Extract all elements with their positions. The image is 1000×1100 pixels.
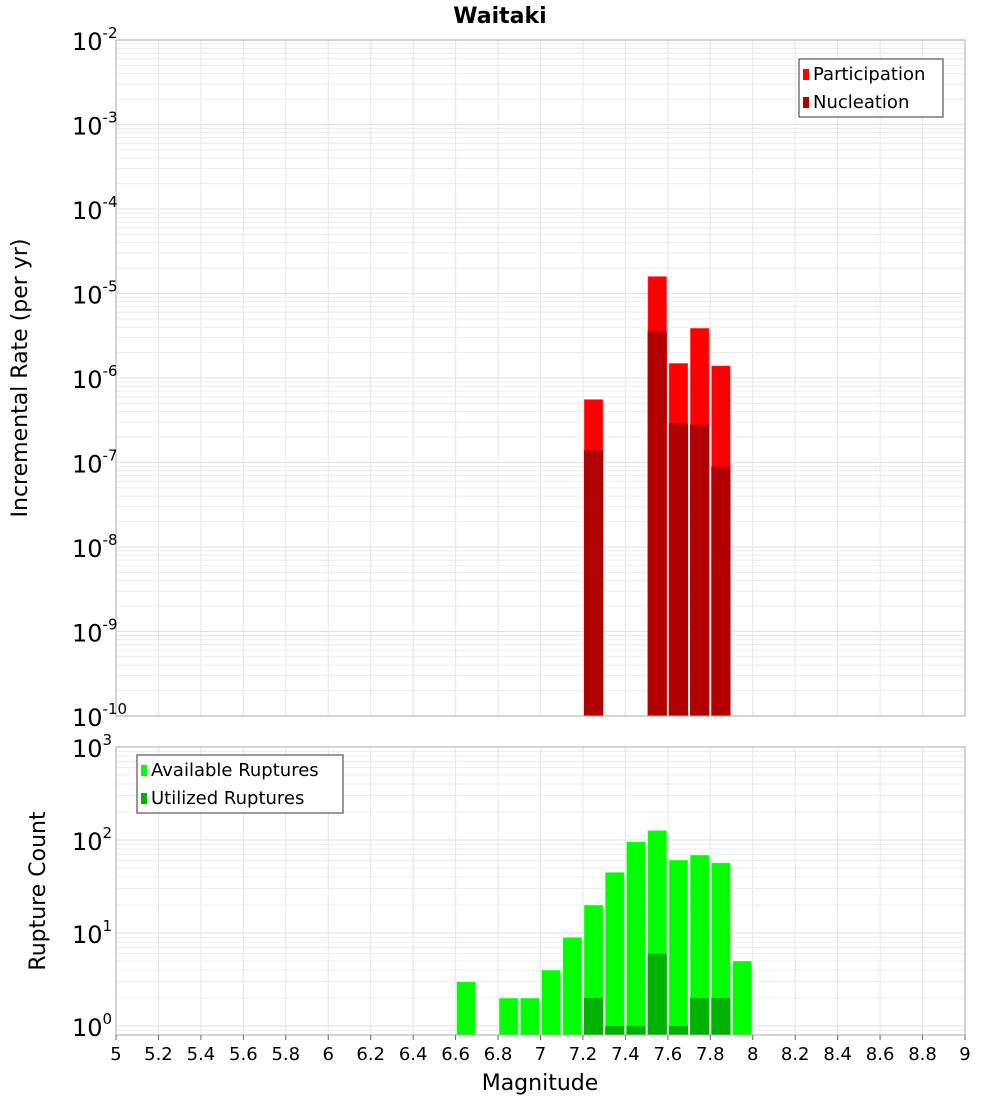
bar-utilized-ruptures: [668, 1026, 689, 1035]
y-tick-label: 10-5: [72, 278, 118, 310]
bar-nucleation: [711, 466, 731, 716]
y-tick-label: 10-8: [72, 531, 118, 563]
x-tick-label: 5.8: [271, 1044, 300, 1065]
x-tick-label: 8.2: [781, 1044, 810, 1065]
bar-utilized-ruptures: [711, 998, 731, 1035]
y-tick-label: 10-10: [72, 700, 127, 732]
bar-utilized-ruptures: [583, 998, 604, 1035]
y-tick-label: 10-7: [72, 447, 118, 479]
legend-box: [136, 754, 344, 814]
x-axis-label: Magnitude: [482, 1071, 599, 1096]
bar-available-ruptures: [498, 997, 519, 1036]
x-tick-label: 6.2: [356, 1044, 385, 1065]
y-tick-label: 100: [72, 1010, 112, 1042]
legend-box: [798, 58, 944, 118]
y-tick-label: 10-2: [72, 24, 118, 56]
legend-swatch: [803, 69, 809, 80]
bar-utilized-ruptures: [626, 1026, 646, 1035]
y-axis-label: Rupture Count: [26, 811, 51, 971]
legend-label: Participation: [813, 64, 925, 85]
y-tick-label: 10-4: [72, 193, 118, 225]
plot-panel-0: 10-10 10-9 10-8 10-7 10-6 10-5 10-4 10-3 10-2 Inc…: [8, 24, 966, 732]
legend-swatch: [803, 97, 809, 108]
x-tick-label: 9: [959, 1044, 970, 1065]
x-tick-label: 6.6: [441, 1044, 470, 1065]
y-tick-label: 10-9: [72, 616, 118, 648]
legend-label: Utilized Ruptures: [151, 788, 304, 809]
bar-available-ruptures: [625, 841, 647, 1036]
legend: Available Ruptures Utilized Ruptures: [136, 754, 344, 814]
x-tick-label: 7.4: [611, 1044, 640, 1065]
bar-available-ruptures: [519, 997, 541, 1036]
y-axis-label: Incremental Rate (per yr): [8, 239, 33, 518]
bar-nucleation: [647, 330, 667, 716]
x-tick-label: 7.2: [569, 1044, 598, 1065]
x-tick-label: 8.8: [908, 1044, 937, 1065]
bar-available-ruptures: [456, 981, 477, 1036]
bar-utilized-ruptures: [605, 1026, 625, 1035]
x-tick-label: 6.8: [484, 1044, 513, 1065]
y-tick-label: 10-6: [72, 362, 118, 394]
x-tick-label: 5: [110, 1044, 121, 1065]
bar-available-ruptures: [541, 969, 562, 1036]
y-tick-label: 103: [72, 731, 112, 763]
chart-title: Waitaki: [453, 4, 546, 29]
x-tick-label: 7.8: [696, 1044, 725, 1065]
bar-utilized-ruptures: [647, 953, 667, 1035]
legend-swatch: [141, 765, 147, 776]
bar-utilized-ruptures: [690, 998, 710, 1035]
bar-nucleation: [690, 424, 710, 716]
plot-panel-1: 100 101 102 103 Rupture Count Available Ruptu…: [26, 731, 966, 1042]
x-tick-label: 5.4: [187, 1044, 216, 1065]
bar-nucleation: [668, 423, 689, 716]
x-tick-label: 5.6: [229, 1044, 258, 1065]
y-tick-label: 101: [72, 917, 112, 949]
plot-border: [115, 39, 966, 717]
x-tick-label: 6.4: [399, 1044, 428, 1065]
x-tick-label: 8: [747, 1044, 758, 1065]
bar-nucleation: [583, 450, 604, 716]
x-tick-label: 7.6: [654, 1044, 683, 1065]
bar-available-ruptures: [732, 960, 753, 1036]
legend-label: Nucleation: [813, 92, 909, 113]
legend-label: Available Ruptures: [151, 760, 319, 781]
x-tick-label: 6: [323, 1044, 334, 1065]
x-tick-label: 5.2: [144, 1044, 173, 1065]
x-tick-label: 7: [535, 1044, 546, 1065]
x-tick-label: 8.6: [866, 1044, 895, 1065]
y-tick-label: 10-3: [72, 109, 118, 141]
legend-swatch: [141, 793, 147, 804]
x-tick-label: 8.4: [823, 1044, 852, 1065]
bar-available-ruptures: [604, 871, 625, 1036]
bar-available-ruptures: [562, 936, 583, 1036]
legend: Participation Nucleation: [798, 58, 944, 118]
bar-available-ruptures: [668, 859, 689, 1036]
y-tick-label: 102: [72, 824, 112, 856]
